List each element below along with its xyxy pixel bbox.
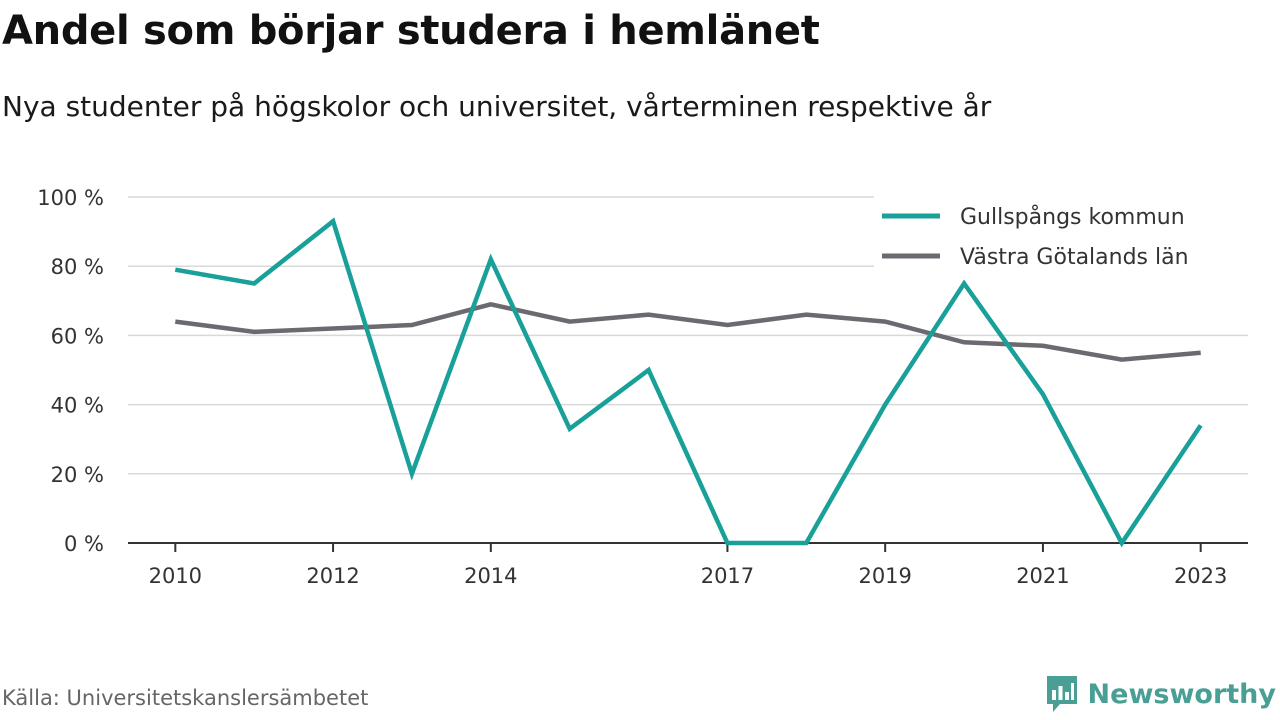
x-tick-label: 2019 bbox=[858, 564, 911, 588]
x-tick-label: 2010 bbox=[149, 564, 202, 588]
y-tick-label: 40 % bbox=[51, 394, 104, 418]
y-tick-label: 0 % bbox=[64, 532, 104, 556]
legend-label: Västra Götalands län bbox=[960, 245, 1189, 270]
line-chart: 0 % 20 % 40 % 60 % 80 % 100 % 2010 2012 2014 2017… bbox=[37, 186, 1248, 588]
source-note: Källa: Universitetskanslersämbetet bbox=[2, 686, 369, 710]
legend-label: Gullspångs kommun bbox=[960, 204, 1185, 230]
x-tick-label: 2021 bbox=[1016, 564, 1069, 588]
x-tick-label: 2012 bbox=[306, 564, 359, 588]
chart-title: Andel som börjar studera i hemlänet bbox=[2, 8, 820, 54]
y-tick-label: 100 % bbox=[37, 186, 104, 210]
brand-name: Newsworthy bbox=[1087, 678, 1276, 710]
newsworthy-logo-icon bbox=[1046, 676, 1077, 712]
chart-subtitle: Nya studenter på högskolor och universit… bbox=[2, 90, 992, 123]
series-line bbox=[175, 301, 1201, 362]
y-tick-label: 20 % bbox=[51, 463, 104, 487]
x-tick-label: 2014 bbox=[464, 564, 517, 588]
x-tick-label: 2017 bbox=[701, 564, 754, 588]
brand-logo: Newsworthy bbox=[1044, 672, 1276, 716]
y-tick-label: 80 % bbox=[51, 255, 104, 279]
legend-background bbox=[874, 188, 1248, 274]
series-line bbox=[174, 217, 1203, 548]
x-tick-label: 2023 bbox=[1174, 564, 1227, 588]
y-tick-label: 60 % bbox=[51, 324, 104, 348]
legend: Gullspångs kommun Västra Götalands län bbox=[874, 188, 1248, 274]
